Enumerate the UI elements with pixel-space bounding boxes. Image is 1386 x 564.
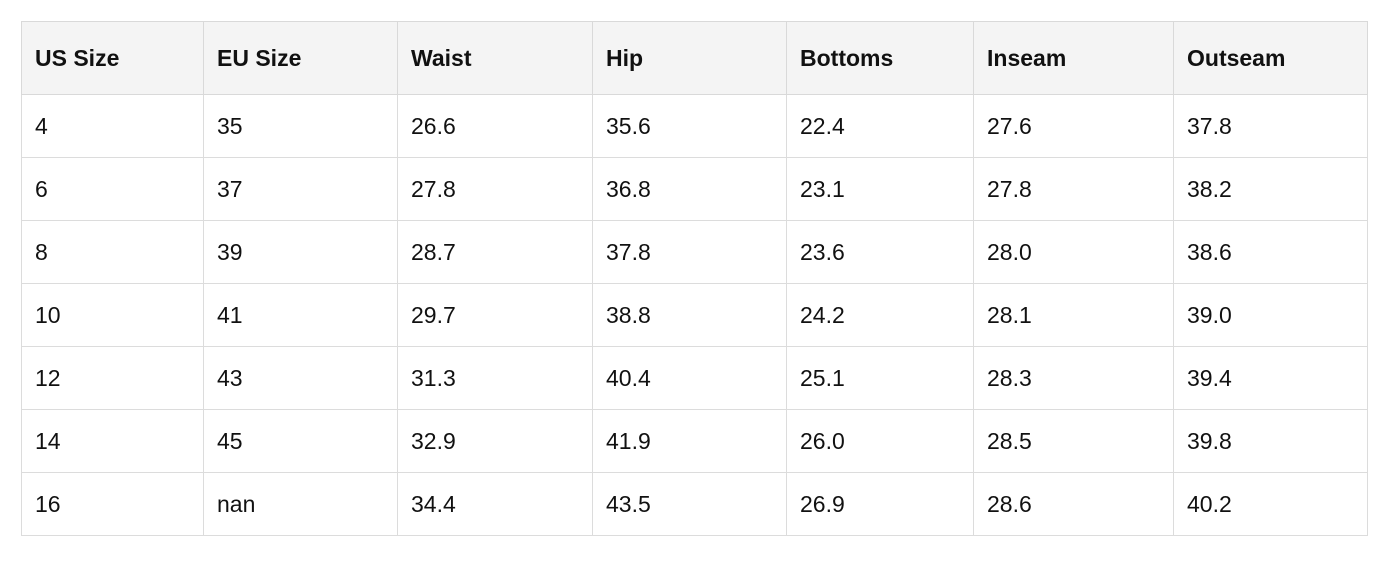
table-cell: 12 — [21, 346, 204, 410]
column-header-inseam: Inseam — [973, 21, 1174, 95]
table-cell: 32.9 — [397, 409, 593, 473]
table-cell: 38.2 — [1173, 157, 1368, 221]
table-cell: 26.0 — [786, 409, 974, 473]
table-cell: 27.6 — [973, 94, 1174, 158]
table-row: 14 45 32.9 41.9 26.0 28.5 39.8 — [21, 409, 1368, 473]
header-row: US Size EU Size Waist Hip Bottoms Inseam Outse… — [21, 21, 1368, 95]
table-row: 10 41 29.7 38.8 24.2 28.1 39.0 — [21, 283, 1368, 347]
table-cell: 27.8 — [973, 157, 1174, 221]
column-header-outseam: Outseam — [1173, 21, 1368, 95]
table-cell: 45 — [203, 409, 398, 473]
column-header-us-size: US Size — [21, 21, 204, 95]
column-header-hip: Hip — [592, 21, 787, 95]
table-cell: nan — [203, 472, 398, 536]
table-cell: 28.0 — [973, 220, 1174, 284]
table-row: 12 43 31.3 40.4 25.1 28.3 39.4 — [21, 346, 1368, 410]
table-body: 4 35 26.6 35.6 22.4 27.6 37.8 6 37 27.8 36.8 23.1 27… — [21, 94, 1368, 536]
table-cell: 27.8 — [397, 157, 593, 221]
table-cell: 37.8 — [1173, 94, 1368, 158]
table-cell: 25.1 — [786, 346, 974, 410]
table-cell: 22.4 — [786, 94, 974, 158]
table-cell: 41 — [203, 283, 398, 347]
table-cell: 43 — [203, 346, 398, 410]
table-cell: 39.0 — [1173, 283, 1368, 347]
table-cell: 28.5 — [973, 409, 1174, 473]
column-header-waist: Waist — [397, 21, 593, 95]
table-cell: 8 — [21, 220, 204, 284]
table-cell: 4 — [21, 94, 204, 158]
table-cell: 35 — [203, 94, 398, 158]
table-cell: 28.6 — [973, 472, 1174, 536]
size-chart-table: US Size EU Size Waist Hip Bottoms Inseam Outse… — [21, 21, 1368, 536]
table-cell: 23.1 — [786, 157, 974, 221]
table-cell: 39.4 — [1173, 346, 1368, 410]
table-header: US Size EU Size Waist Hip Bottoms Inseam Outse… — [21, 21, 1368, 95]
table-cell: 41.9 — [592, 409, 787, 473]
table-cell: 35.6 — [592, 94, 787, 158]
table-row: 6 37 27.8 36.8 23.1 27.8 38.2 — [21, 157, 1368, 221]
table-cell: 37.8 — [592, 220, 787, 284]
table-cell: 38.8 — [592, 283, 787, 347]
table-cell: 23.6 — [786, 220, 974, 284]
table-cell: 6 — [21, 157, 204, 221]
table-cell: 26.9 — [786, 472, 974, 536]
table-cell: 16 — [21, 472, 204, 536]
table-cell: 39.8 — [1173, 409, 1368, 473]
table-cell: 43.5 — [592, 472, 787, 536]
table-cell: 28.3 — [973, 346, 1174, 410]
table-row: 8 39 28.7 37.8 23.6 28.0 38.6 — [21, 220, 1368, 284]
table-row: 4 35 26.6 35.6 22.4 27.6 37.8 — [21, 94, 1368, 158]
table-cell: 40.4 — [592, 346, 787, 410]
table-cell: 29.7 — [397, 283, 593, 347]
column-header-eu-size: EU Size — [203, 21, 398, 95]
table-cell: 10 — [21, 283, 204, 347]
table-cell: 40.2 — [1173, 472, 1368, 536]
table-cell: 37 — [203, 157, 398, 221]
table-cell: 26.6 — [397, 94, 593, 158]
table-cell: 28.1 — [973, 283, 1174, 347]
table-cell: 38.6 — [1173, 220, 1368, 284]
table-cell: 31.3 — [397, 346, 593, 410]
table-cell: 34.4 — [397, 472, 593, 536]
table-cell: 36.8 — [592, 157, 787, 221]
table-cell: 24.2 — [786, 283, 974, 347]
column-header-bottoms: Bottoms — [786, 21, 974, 95]
table-row: 16 nan 34.4 43.5 26.9 28.6 40.2 — [21, 472, 1368, 536]
table-cell: 28.7 — [397, 220, 593, 284]
table-cell: 14 — [21, 409, 204, 473]
table-cell: 39 — [203, 220, 398, 284]
